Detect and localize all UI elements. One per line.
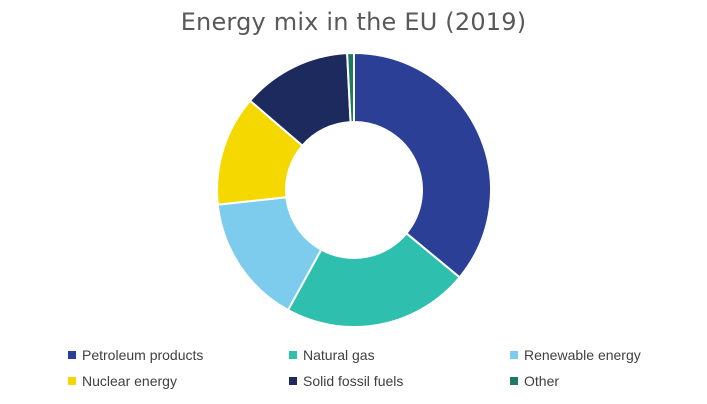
legend-item-renewable-energy: Renewable energy xyxy=(510,347,641,363)
legend-swatch xyxy=(510,351,518,359)
slice-petroleum-products xyxy=(353,51,492,279)
legend-label: Renewable energy xyxy=(524,347,641,363)
legend-item-solid-fossil-fuels: Solid fossil fuels xyxy=(289,373,403,389)
legend-swatch xyxy=(289,377,297,385)
legend-item-petroleum-products: Petroleum products xyxy=(68,347,203,363)
legend-item-natural-gas: Natural gas xyxy=(289,347,375,363)
legend-label: Petroleum products xyxy=(82,347,204,363)
legend-swatch xyxy=(68,351,76,359)
legend-swatch xyxy=(510,377,518,385)
legend-label: Solid fossil fuels xyxy=(303,373,404,389)
legend-swatch xyxy=(68,377,76,385)
slice-natural-gas xyxy=(286,231,461,328)
legend-label: Natural gas xyxy=(303,347,375,363)
legend-label: Nuclear energy xyxy=(82,373,177,389)
legend-item-other: Other xyxy=(510,373,559,389)
slice-other xyxy=(346,51,355,124)
legend-label: Other xyxy=(524,373,560,389)
legend-swatch xyxy=(289,351,297,359)
legend-item-nuclear-energy: Nuclear energy xyxy=(68,373,177,389)
chart-title: Energy mix in the EU (2019) xyxy=(180,8,527,36)
